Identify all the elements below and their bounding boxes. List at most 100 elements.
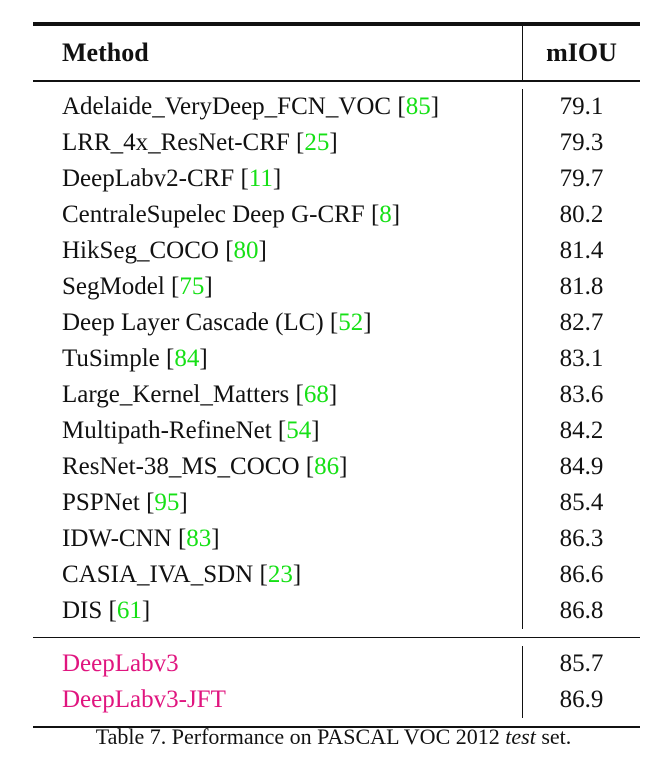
citation-link[interactable]: 61	[116, 597, 142, 624]
citation-link[interactable]: 68	[303, 381, 329, 408]
header-miou: mIOU	[546, 38, 617, 67]
method-name: Multipath-RefineNet	[62, 417, 272, 444]
method-cell: CentraleSupelec Deep G-CRF [8]	[62, 201, 401, 228]
miou-cell: 83.1	[559, 345, 604, 372]
column-divider	[522, 305, 523, 341]
method-name: IDW-CNN	[62, 525, 172, 552]
table-row: CASIA_IVA_SDN [23] 86.6	[33, 557, 640, 593]
column-divider	[522, 449, 523, 485]
method-name: SegModel	[62, 273, 165, 300]
miou-cell: 79.7	[559, 165, 604, 192]
baseline-rows: Adelaide_VeryDeep_FCN_VOC [85] 79.1 LRR_4x…	[33, 82, 640, 637]
table-row: SegModel [75] 81.8	[33, 269, 640, 305]
ours-rows: DeepLabv3 85.7 DeepLabv3-JFT 86.9	[33, 638, 640, 726]
column-divider	[522, 377, 523, 413]
citation-link[interactable]: 84	[174, 345, 200, 372]
table-row: HikSeg_COCO [80] 81.4	[33, 233, 640, 269]
method-name: CASIA_IVA_SDN	[62, 561, 254, 588]
method-cell: Adelaide_VeryDeep_FCN_VOC [85]	[62, 93, 440, 120]
method-name: Large_Kernel_Matters	[62, 381, 290, 408]
method-cell: DIS [61]	[62, 597, 151, 624]
method-name: DeepLabv3-JFT	[62, 686, 226, 713]
method-name: LRR_4x_ResNet-CRF	[62, 129, 290, 156]
table-caption: Table 7. Performance on PASCAL VOC 2012 …	[0, 724, 667, 750]
table-row: DIS [61] 86.8	[33, 593, 640, 629]
method-name: PSPNet	[62, 489, 140, 516]
miou-cell: 82.7	[559, 309, 604, 336]
citation-link[interactable]: 75	[179, 273, 205, 300]
method-cell: Large_Kernel_Matters [68]	[62, 381, 338, 408]
method-cell: DeepLabv2-CRF [11]	[62, 165, 282, 192]
miou-cell: 85.4	[559, 489, 604, 516]
miou-cell: 79.1	[559, 93, 604, 120]
miou-cell: 85.7	[559, 650, 604, 677]
method-cell: IDW-CNN [83]	[62, 525, 220, 552]
top-rule	[33, 22, 640, 26]
citation-link[interactable]: 23	[267, 561, 293, 588]
column-divider	[522, 682, 523, 718]
method-name: HikSeg_COCO	[62, 237, 219, 264]
citation-link[interactable]: 52	[338, 309, 364, 336]
method-cell: HikSeg_COCO [80]	[62, 237, 267, 264]
column-divider	[522, 413, 523, 449]
column-divider	[522, 593, 523, 629]
method-name: TuSimple	[62, 345, 160, 372]
column-divider	[522, 197, 523, 233]
miou-cell: 86.6	[559, 561, 604, 588]
column-divider	[522, 89, 523, 125]
method-cell: PSPNet [95]	[62, 489, 188, 516]
header-method: Method	[62, 38, 149, 67]
method-name: ResNet-38_MS_COCO	[62, 453, 300, 480]
miou-cell: 84.2	[559, 417, 604, 444]
miou-cell: 86.9	[559, 686, 604, 713]
method-cell: SegModel [75]	[62, 273, 213, 300]
miou-cell: 86.8	[559, 597, 604, 624]
miou-cell: 81.8	[559, 273, 604, 300]
table-row: Deep Layer Cascade (LC) [52] 82.7	[33, 305, 640, 341]
miou-cell: 86.3	[559, 525, 604, 552]
method-cell: CASIA_IVA_SDN [23]	[62, 561, 302, 588]
miou-cell: 79.3	[559, 129, 604, 156]
citation-link[interactable]: 86	[314, 453, 340, 480]
method-name: DeepLabv2-CRF	[62, 165, 235, 192]
citation-link[interactable]: 85	[405, 93, 431, 120]
method-cell: Multipath-RefineNet [54]	[62, 417, 320, 444]
column-divider	[522, 26, 523, 80]
column-divider	[522, 341, 523, 377]
citation-link[interactable]: 54	[286, 417, 312, 444]
ours-row: DeepLabv3 85.7	[33, 646, 640, 682]
method-cell: DeepLabv3-JFT	[33, 686, 522, 714]
citation-link[interactable]: 95	[154, 489, 180, 516]
table-row: ResNet-38_MS_COCO [86] 84.9	[33, 449, 640, 485]
table-row: IDW-CNN [83] 86.3	[33, 521, 640, 557]
citation-link[interactable]: 80	[233, 237, 259, 264]
results-table: Method mIOU Adelaide_VeryDeep_FCN_VOC [8…	[33, 22, 640, 728]
method-name: CentraleSupelec Deep G-CRF	[62, 201, 365, 228]
method-name: Deep Layer Cascade (LC)	[62, 309, 324, 336]
table-row: Multipath-RefineNet [54] 84.2	[33, 413, 640, 449]
citation-link[interactable]: 25	[304, 129, 330, 156]
method-cell: Deep Layer Cascade (LC) [52]	[62, 309, 372, 336]
citation-link[interactable]: 83	[186, 525, 212, 552]
table-row: PSPNet [95] 85.4	[33, 485, 640, 521]
method-cell: TuSimple [84]	[62, 345, 208, 372]
method-cell: ResNet-38_MS_COCO [86]	[62, 453, 348, 480]
miou-cell: 83.6	[559, 381, 604, 408]
citation-link[interactable]: 11	[248, 165, 273, 192]
section-rule	[33, 637, 640, 638]
table-row: Large_Kernel_Matters [68] 83.6	[33, 377, 640, 413]
bottom-rule	[33, 726, 640, 728]
miou-cell: 80.2	[559, 201, 604, 228]
column-divider	[522, 125, 523, 161]
citation-link[interactable]: 8	[379, 201, 392, 228]
column-divider	[522, 557, 523, 593]
method-name: DIS	[62, 597, 103, 624]
column-divider	[522, 646, 523, 682]
ours-row: DeepLabv3-JFT 86.9	[33, 682, 640, 718]
miou-cell: 84.9	[559, 453, 604, 480]
caption-prefix: Table 7. Performance on PASCAL VOC 2012	[95, 724, 506, 749]
header-row: Method mIOU	[33, 26, 640, 80]
column-divider	[522, 269, 523, 305]
caption-suffix: set.	[535, 724, 572, 749]
method-name: DeepLabv3	[62, 650, 179, 677]
